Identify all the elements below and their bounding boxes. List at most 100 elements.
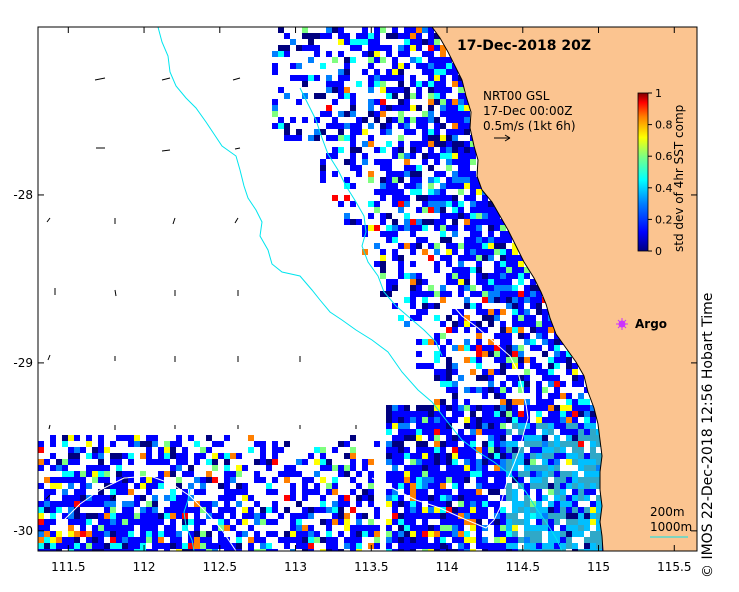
sst-pixel xyxy=(302,531,308,537)
sst-pixel xyxy=(500,387,506,393)
sst-pixel xyxy=(404,51,410,57)
sst-pixel xyxy=(566,351,572,357)
sst-pixel xyxy=(104,447,110,453)
sst-pixel xyxy=(458,549,464,551)
sst-pixel xyxy=(128,453,134,459)
sst-pixel xyxy=(560,411,566,417)
sst-pixel xyxy=(320,111,326,117)
sst-pixel xyxy=(296,45,302,51)
sst-pixel xyxy=(572,363,578,369)
sst-pixel xyxy=(506,345,512,351)
sst-pixel xyxy=(440,255,446,261)
sst-pixel xyxy=(194,477,200,483)
sst-pixel xyxy=(392,237,398,243)
sst-pixel xyxy=(584,435,590,441)
sst-pixel xyxy=(254,531,260,537)
sst-pixel xyxy=(398,453,404,459)
sst-pixel xyxy=(446,273,452,279)
sst-pixel xyxy=(296,459,302,465)
sst-pixel xyxy=(524,333,530,339)
sst-pixel xyxy=(74,459,80,465)
sst-pixel xyxy=(146,549,152,551)
sst-pixel xyxy=(50,465,56,471)
sst-pixel xyxy=(188,507,194,513)
sst-pixel xyxy=(416,279,422,285)
sst-pixel xyxy=(38,459,44,465)
sst-pixel xyxy=(224,543,230,549)
sst-pixel xyxy=(560,453,566,459)
sst-pixel xyxy=(446,201,452,207)
sst-pixel xyxy=(494,447,500,453)
sst-pixel xyxy=(500,423,506,429)
sst-pixel xyxy=(488,225,494,231)
sst-pixel xyxy=(488,219,494,225)
sst-pixel xyxy=(458,159,464,165)
sst-pixel xyxy=(434,459,440,465)
sst-pixel xyxy=(272,63,278,69)
sst-pixel xyxy=(380,213,386,219)
sst-pixel xyxy=(416,537,422,543)
sst-pixel xyxy=(248,435,254,441)
sst-pixel xyxy=(326,525,332,531)
sst-pixel xyxy=(386,123,392,129)
sst-pixel xyxy=(548,429,554,435)
sst-pixel xyxy=(338,201,344,207)
sst-pixel xyxy=(512,471,518,477)
sst-pixel xyxy=(356,147,362,153)
sst-pixel xyxy=(200,507,206,513)
sst-pixel xyxy=(506,333,512,339)
sst-pixel xyxy=(80,525,86,531)
sst-pixel xyxy=(476,321,482,327)
sst-pixel xyxy=(476,471,482,477)
sst-pixel xyxy=(248,543,254,549)
sst-pixel xyxy=(482,315,488,321)
sst-pixel xyxy=(470,489,476,495)
sst-pixel xyxy=(386,117,392,123)
sst-pixel xyxy=(422,27,428,33)
sst-pixel xyxy=(542,519,548,525)
sst-pixel xyxy=(458,429,464,435)
sst-pixel xyxy=(584,423,590,429)
sst-pixel xyxy=(434,315,440,321)
sst-pixel xyxy=(548,399,554,405)
sst-pixel xyxy=(566,525,572,531)
sst-pixel xyxy=(278,27,284,33)
sst-pixel xyxy=(518,255,524,261)
sst-pixel xyxy=(440,399,446,405)
sst-pixel xyxy=(452,435,458,441)
sst-pixel xyxy=(404,549,410,551)
sst-pixel xyxy=(524,501,530,507)
sst-pixel xyxy=(434,93,440,99)
sst-pixel xyxy=(242,495,248,501)
sst-pixel xyxy=(452,363,458,369)
sst-pixel xyxy=(422,507,428,513)
sst-pixel xyxy=(488,411,494,417)
sst-pixel xyxy=(536,513,542,519)
sst-pixel xyxy=(440,63,446,69)
sst-pixel xyxy=(416,39,422,45)
sst-pixel xyxy=(560,351,566,357)
sst-pixel xyxy=(458,105,464,111)
sst-pixel xyxy=(440,231,446,237)
sst-pixel xyxy=(98,543,104,549)
sst-pixel xyxy=(512,537,518,543)
sst-pixel xyxy=(338,33,344,39)
sst-pixel xyxy=(302,525,308,531)
sst-pixel xyxy=(446,183,452,189)
y-tick-label: -28 xyxy=(13,188,33,202)
sst-pixel xyxy=(422,63,428,69)
sst-pixel xyxy=(410,153,416,159)
sst-pixel xyxy=(482,405,488,411)
sst-pixel xyxy=(488,315,494,321)
sst-pixel xyxy=(488,285,494,291)
sst-pixel xyxy=(344,441,350,447)
sst-pixel xyxy=(506,399,512,405)
sst-pixel xyxy=(74,477,80,483)
sst-pixel xyxy=(356,117,362,123)
sst-pixel xyxy=(170,507,176,513)
sst-pixel xyxy=(416,273,422,279)
current-vector xyxy=(232,77,241,81)
sst-pixel xyxy=(422,543,428,549)
sst-pixel xyxy=(434,513,440,519)
sst-pixel xyxy=(536,501,542,507)
